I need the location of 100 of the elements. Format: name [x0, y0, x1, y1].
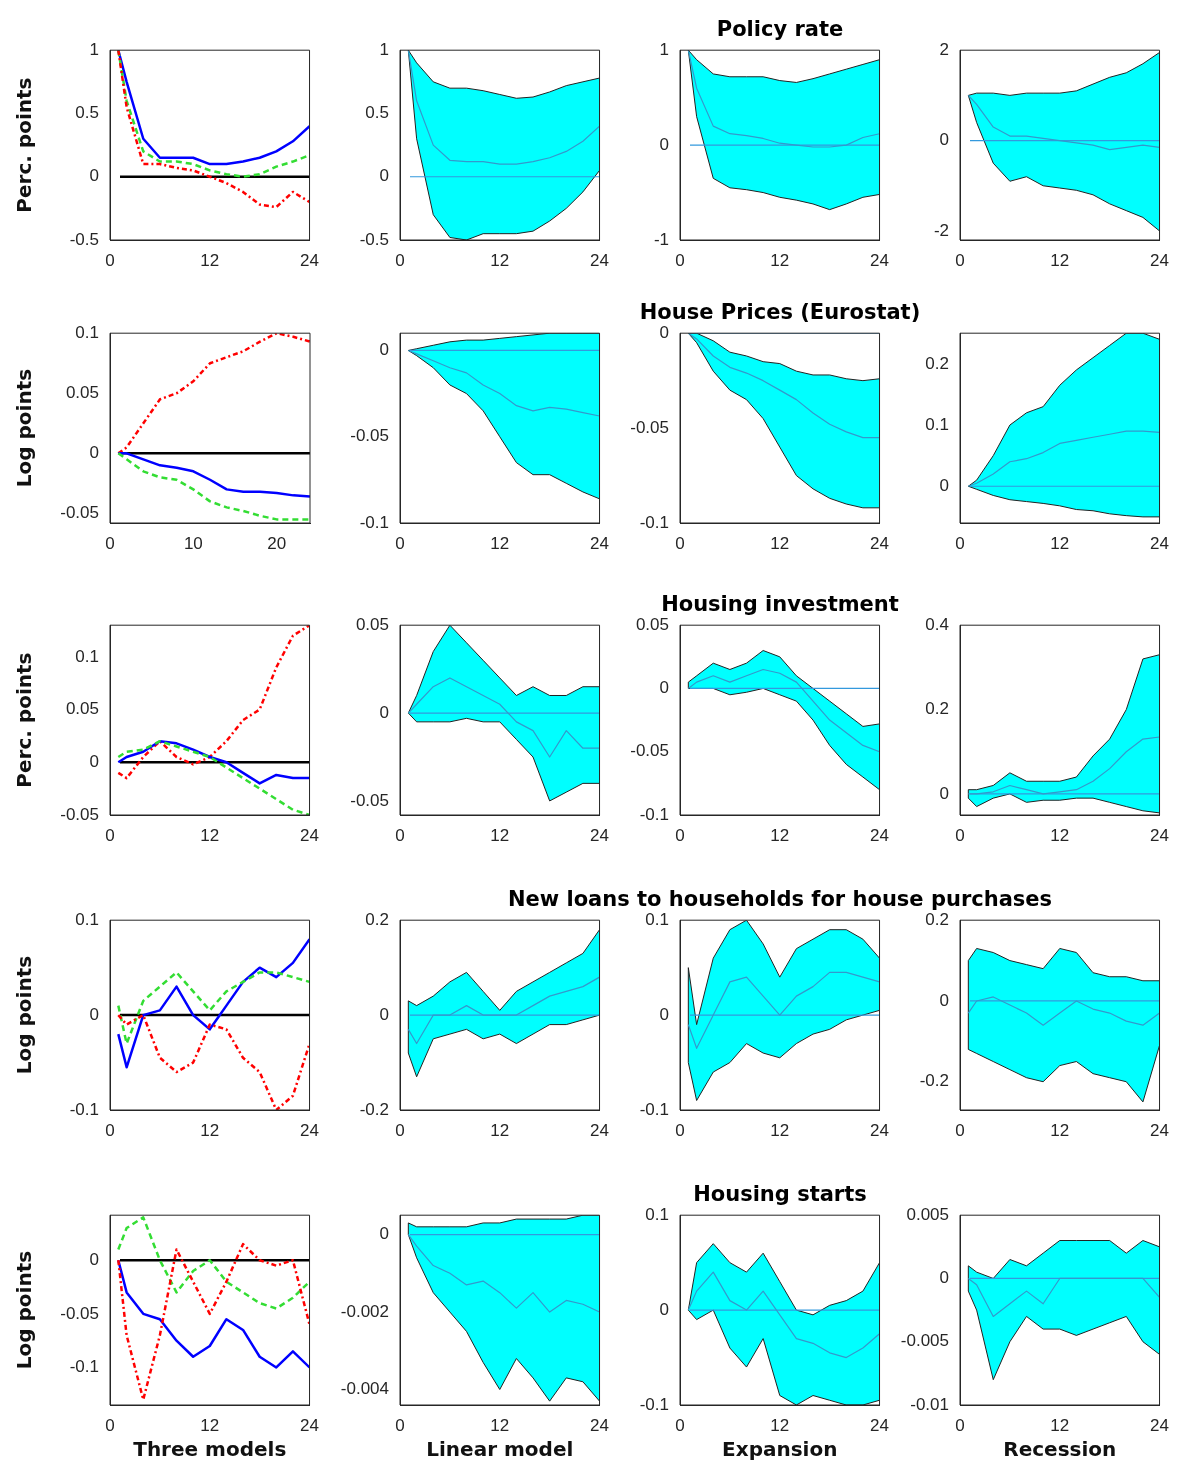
y-tick-label: -0.002: [340, 1301, 389, 1321]
x-tick-label: 12: [200, 1120, 220, 1140]
y-tick-label: 0.05: [65, 699, 99, 719]
x-axis-title: Linear model: [426, 1437, 574, 1462]
x-tick-label: 0: [955, 1415, 965, 1435]
x-tick-label: 24: [590, 1415, 610, 1435]
y-tick-label: 0.05: [355, 614, 389, 634]
x-tick-label: 0: [675, 1415, 685, 1435]
x-tick-label: 24: [590, 250, 610, 270]
x-tick-label: 12: [1050, 1415, 1070, 1435]
y-tick-label: 0.05: [65, 382, 99, 402]
y-tick-label: 0.1: [75, 322, 99, 342]
chart-title: Housing investment: [661, 592, 899, 616]
y-tick-label: 0.5: [75, 103, 99, 123]
x-tick-label: 0: [675, 825, 685, 845]
y-tick-label: 0: [659, 322, 669, 342]
x-tick-label: 24: [1150, 1120, 1170, 1140]
x-tick-label: 24: [300, 1415, 320, 1435]
y-axis-title: Log points: [12, 368, 37, 488]
line-series: [117, 452, 310, 521]
x-tick-label: 0: [675, 1120, 685, 1140]
y-tick-label: -0.5: [359, 229, 389, 249]
x-tick-label: 24: [590, 825, 610, 845]
y-tick-label: 0: [379, 340, 389, 360]
y-tick-label: -0.004: [340, 1379, 389, 1399]
y-tick-label: 0: [379, 1224, 389, 1244]
x-axis-title: Expansion: [722, 1437, 838, 1462]
y-tick-label: 0.5: [365, 103, 389, 123]
x-axis-title: Three models: [133, 1437, 287, 1462]
y-tick-label: 0.005: [906, 1204, 949, 1224]
y-tick-label: 0: [939, 783, 949, 803]
x-tick-label: 24: [590, 1120, 610, 1140]
y-tick-label: 0: [939, 990, 949, 1010]
chart-title: Policy rate: [716, 17, 844, 41]
y-tick-label: 0: [89, 443, 99, 463]
y-tick-label: 0.2: [925, 353, 949, 373]
y-axis-title: Perc. points: [12, 652, 37, 788]
x-tick-label: 12: [490, 250, 510, 270]
y-tick-label: 1: [659, 39, 669, 59]
y-tick-label: 0.1: [75, 909, 99, 929]
y-tick-label: 0: [379, 166, 389, 186]
line-series: [117, 739, 310, 815]
x-tick-label: 24: [300, 825, 320, 845]
x-tick-label: 12: [490, 1120, 510, 1140]
y-tick-label: -2: [933, 220, 949, 240]
x-tick-label: 0: [105, 533, 115, 553]
y-axis-title: Log points: [12, 955, 37, 1075]
y-tick-label: 2: [939, 39, 949, 59]
x-tick-label: 24: [300, 1120, 320, 1140]
x-tick-label: 12: [490, 1415, 510, 1435]
y-tick-label: -0.05: [350, 426, 389, 446]
x-tick-label: 0: [105, 1120, 115, 1140]
y-tick-label: -0.005: [900, 1331, 949, 1351]
y-tick-label: 0.2: [925, 699, 949, 719]
y-tick-label: 0: [659, 1004, 669, 1024]
x-tick-label: 12: [1050, 533, 1070, 553]
line-series: [117, 971, 310, 1045]
x-tick-label: 0: [395, 825, 405, 845]
y-tick-label: -0.1: [359, 512, 389, 532]
line-series: [117, 1242, 310, 1401]
x-tick-label: 0: [955, 1120, 965, 1140]
y-tick-label: 0: [939, 475, 949, 495]
y-tick-label: -0.1: [639, 1394, 669, 1414]
x-tick-label: 12: [770, 533, 790, 553]
x-tick-label: 24: [590, 533, 610, 553]
x-tick-label: 0: [105, 825, 115, 845]
x-tick-label: 24: [870, 1415, 890, 1435]
x-tick-label: 0: [395, 250, 405, 270]
x-tick-label: 24: [870, 533, 890, 553]
line-series: [117, 333, 310, 455]
y-tick-label: 0.1: [645, 1204, 669, 1224]
y-tick-label: -1: [653, 229, 669, 249]
x-tick-label: 12: [490, 825, 510, 845]
y-tick-label: -0.1: [639, 512, 669, 532]
y-tick-label: 0: [659, 134, 669, 154]
y-axis-title: Log points: [12, 1250, 37, 1370]
x-tick-label: 0: [395, 1415, 405, 1435]
y-tick-label: 0.05: [635, 614, 669, 634]
x-tick-label: 12: [200, 825, 220, 845]
line-series: [117, 1013, 310, 1110]
x-tick-label: 24: [870, 250, 890, 270]
x-tick-label: 12: [490, 533, 510, 553]
y-tick-label: -0.2: [359, 1099, 389, 1119]
y-tick-label: -0.05: [350, 790, 389, 810]
x-tick-label: 0: [955, 533, 965, 553]
x-tick-label: 0: [395, 533, 405, 553]
y-axis-title: Perc. points: [12, 77, 37, 213]
y-tick-label: 0: [379, 702, 389, 722]
y-tick-label: -0.05: [60, 1303, 99, 1323]
line-series: [117, 1216, 310, 1310]
x-tick-label: 0: [105, 250, 115, 270]
x-tick-label: 20: [267, 533, 287, 553]
x-axis-title: Recession: [1003, 1437, 1117, 1462]
x-tick-label: 10: [183, 533, 203, 553]
x-tick-label: 0: [955, 250, 965, 270]
y-tick-label: 0: [659, 678, 669, 698]
x-tick-label: 0: [675, 250, 685, 270]
y-tick-label: 1: [89, 39, 99, 59]
line-series: [117, 50, 310, 209]
x-tick-label: 12: [770, 1120, 790, 1140]
